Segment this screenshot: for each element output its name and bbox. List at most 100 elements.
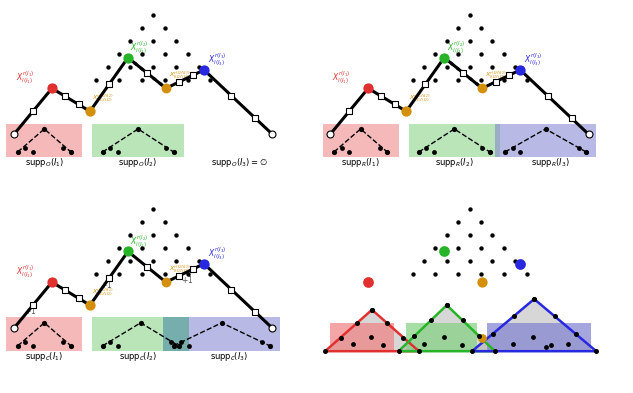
Point <box>123 248 133 255</box>
Point <box>105 339 115 345</box>
Text: $X^{r(I_3)}_{l(I_3)}$: $X^{r(I_3)}_{l(I_3)}$ <box>208 245 226 262</box>
Point <box>47 85 57 92</box>
Point <box>66 343 76 349</box>
Point <box>182 51 192 57</box>
Point <box>419 340 429 347</box>
Point <box>522 77 532 83</box>
Text: $\mathrm{supp}_\mathcal{C}(I_2)$: $\mathrm{supp}_\mathcal{C}(I_2)$ <box>119 350 157 363</box>
Point <box>199 261 209 267</box>
Point <box>363 85 373 92</box>
Bar <box>487 323 591 351</box>
Point <box>135 320 146 326</box>
Point <box>499 271 509 277</box>
Bar <box>330 323 394 351</box>
Point <box>476 219 486 225</box>
Point <box>420 81 430 88</box>
Point <box>382 320 392 327</box>
Point <box>515 149 525 155</box>
Point <box>103 64 113 70</box>
Point <box>457 342 467 348</box>
Text: $\mathrm{supp}_O(I_3)=\emptyset$: $\mathrm{supp}_O(I_3)=\emptyset$ <box>211 156 268 169</box>
Bar <box>6 123 82 157</box>
Point <box>97 343 108 349</box>
Point <box>114 244 124 251</box>
Point <box>160 219 170 225</box>
Point <box>320 348 330 354</box>
Point <box>408 271 418 277</box>
Point <box>390 101 400 108</box>
Polygon shape <box>325 310 419 351</box>
Point <box>465 206 475 212</box>
Bar <box>323 123 399 157</box>
Text: $X^{r(I_2)}_{l(I_2)}$: $X^{r(I_2)}_{l(I_2)}$ <box>130 39 149 56</box>
Point <box>174 273 184 279</box>
Point <box>28 149 38 155</box>
Point <box>439 55 449 61</box>
Point <box>137 244 147 251</box>
Text: $X^{r(I_1{\cap}I_2)}_{l(I_1{\cap}I_2)}$: $X^{r(I_1{\cap}I_2)}_{l(I_1{\cap}I_2)}$ <box>92 93 114 105</box>
Point <box>137 219 147 225</box>
Polygon shape <box>472 299 596 351</box>
Point <box>199 67 209 73</box>
Point <box>377 93 387 99</box>
Text: $X^{r(I_1)}_{l(I_1)}$: $X^{r(I_1)}_{l(I_1)}$ <box>332 69 351 86</box>
Point <box>9 325 19 331</box>
Point <box>442 302 452 309</box>
Point <box>114 77 124 83</box>
Point <box>20 339 30 345</box>
Point <box>148 64 158 70</box>
Point <box>58 339 68 345</box>
Point <box>148 257 158 264</box>
Point <box>176 339 186 345</box>
Point <box>542 92 553 99</box>
Point <box>573 145 584 151</box>
Text: $+1$: $+1$ <box>100 279 113 290</box>
Point <box>216 320 227 326</box>
Point <box>458 70 468 76</box>
Point <box>194 64 204 70</box>
Point <box>356 126 366 132</box>
Point <box>199 67 209 73</box>
Point <box>375 145 385 151</box>
Point <box>491 79 501 85</box>
Point <box>123 55 133 61</box>
Point <box>382 149 392 155</box>
Point <box>529 296 539 302</box>
Point <box>91 77 101 83</box>
Bar <box>409 123 500 157</box>
Point <box>465 257 475 264</box>
Point <box>477 279 487 285</box>
Point <box>104 81 114 88</box>
Point <box>541 343 551 350</box>
Point <box>453 271 463 277</box>
Point <box>487 331 498 337</box>
Point <box>490 348 500 354</box>
Point <box>160 25 170 31</box>
Point <box>103 257 113 264</box>
Text: $X^{r(I_2)}_{l(I_2)}$: $X^{r(I_2)}_{l(I_2)}$ <box>447 39 465 56</box>
Point <box>133 126 143 132</box>
Point <box>366 334 376 341</box>
Point <box>439 248 449 255</box>
Point <box>104 275 114 281</box>
Point <box>168 343 179 349</box>
Point <box>419 257 429 264</box>
Point <box>142 70 152 76</box>
Point <box>398 334 408 341</box>
Point <box>563 340 573 347</box>
Text: $\mathrm{supp}_O(I_1)$: $\mathrm{supp}_O(I_1)$ <box>25 156 64 169</box>
Point <box>500 149 510 155</box>
Point <box>161 279 171 285</box>
Point <box>329 149 339 155</box>
Point <box>335 334 346 341</box>
Point <box>73 101 84 108</box>
Point <box>113 149 123 155</box>
Point <box>410 333 420 339</box>
Point <box>137 25 147 31</box>
Text: $X^{r(I_1)}_{l(I_1)}$: $X^{r(I_1)}_{l(I_1)}$ <box>16 263 34 280</box>
Point <box>465 11 475 18</box>
Point <box>442 302 452 309</box>
Point <box>85 302 95 309</box>
Point <box>522 271 532 277</box>
Point <box>367 307 377 313</box>
